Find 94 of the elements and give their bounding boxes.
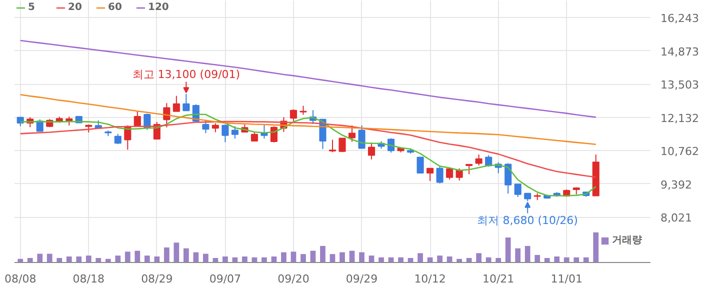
annotation: 최저 8,680 (10/26) (477, 214, 578, 227)
bar (593, 232, 599, 262)
x-tick-label: 08/29 (141, 272, 173, 286)
bar (144, 256, 150, 262)
x-tick-label: 10/21 (482, 272, 514, 286)
bar (46, 254, 52, 262)
bar (437, 256, 442, 262)
legend-label: 120 (148, 2, 169, 13)
candlestick (163, 102, 170, 128)
legend-label: 60 (108, 2, 123, 13)
x-tick-label: 09/07 (209, 272, 242, 286)
bar (56, 258, 62, 262)
bar (76, 256, 82, 262)
bar (574, 257, 580, 262)
bar (398, 257, 404, 262)
bar (115, 256, 121, 262)
line-series (20, 40, 597, 118)
bar (262, 257, 267, 262)
bar (564, 257, 570, 262)
candlestick (416, 156, 424, 174)
bar (496, 258, 502, 262)
candlestick (338, 138, 346, 153)
bar (66, 256, 72, 262)
candlestick (504, 162, 512, 194)
candlestick (134, 110, 141, 127)
candlestick (231, 126, 238, 140)
candlestick (328, 139, 336, 153)
bar (222, 256, 228, 262)
candlestick (222, 124, 229, 143)
y-tick-label: 16,243 (660, 12, 699, 26)
candlestick (260, 124, 268, 140)
candlestick (114, 133, 122, 145)
legend-label: 5 (28, 2, 36, 13)
bar (37, 254, 43, 262)
candlestick (358, 124, 366, 149)
bar (349, 250, 355, 262)
candlestick (172, 95, 180, 112)
x-tick-label: 08/18 (72, 272, 104, 286)
bar (300, 254, 306, 262)
candlestick (466, 164, 473, 175)
candlestick (36, 118, 44, 132)
bar (124, 252, 130, 262)
bar (524, 246, 530, 262)
bar (418, 253, 423, 262)
candlestick (290, 108, 298, 122)
candlestick (368, 142, 376, 160)
bar (290, 252, 296, 262)
annotation: 최고 13,100 (09/01) (132, 68, 240, 82)
bar (281, 252, 286, 262)
bar (242, 256, 248, 262)
bar (203, 254, 208, 262)
candlestick (426, 168, 434, 182)
bar (359, 252, 364, 262)
y-tick-label: 12,132 (660, 112, 699, 125)
candlestick (182, 93, 190, 112)
bar (154, 256, 160, 262)
line-series (20, 94, 597, 146)
bar (554, 256, 560, 262)
x-tick-label: 10/12 (414, 272, 446, 286)
bar (515, 248, 521, 262)
bar (583, 257, 589, 262)
bar (320, 246, 326, 262)
bar (184, 248, 189, 262)
candlestick (270, 126, 278, 143)
bar (310, 250, 316, 262)
bar (544, 258, 550, 262)
bar (86, 256, 92, 262)
bar (486, 257, 492, 262)
y-tick-label: 14,873 (660, 45, 699, 58)
legend-label: 거래량 (612, 234, 642, 247)
bar (174, 242, 180, 262)
x-tick-label: 09/29 (346, 272, 378, 286)
y-tick-label: 10,762 (660, 145, 699, 158)
bar (340, 252, 345, 262)
bar (476, 253, 482, 262)
bar (505, 237, 511, 262)
legend-label: 20 (68, 2, 83, 13)
bar (378, 257, 384, 262)
x-tick-label: 08/08 (4, 272, 36, 286)
bar (27, 258, 33, 262)
bar (96, 258, 102, 262)
candlestick (348, 124, 356, 142)
x-tick-label: 11/01 (550, 272, 582, 286)
candlestick (436, 166, 444, 184)
bar (534, 254, 540, 262)
candlestick (475, 154, 482, 166)
y-tick-label: 13,503 (660, 78, 699, 92)
y-tick-label: 9,392 (660, 178, 692, 192)
x-tick-label: 09/20 (278, 272, 310, 286)
candlestick (514, 184, 522, 198)
bar (134, 250, 140, 262)
bar (164, 247, 170, 262)
y-tick-label: 8,021 (660, 212, 692, 225)
candlestick (202, 119, 210, 134)
